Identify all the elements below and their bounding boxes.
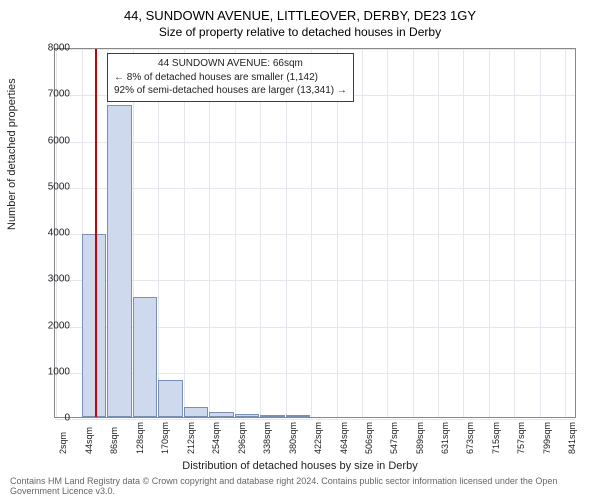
xtick-label: 2sqm: [58, 432, 68, 454]
gridline-v: [540, 49, 541, 417]
plot-area: 44 SUNDOWN AVENUE: 66sqm← 8% of detached…: [54, 48, 576, 418]
chart-area: 44 SUNDOWN AVENUE: 66sqm← 8% of detached…: [54, 48, 576, 418]
xtick-label: 296sqm: [237, 422, 247, 454]
xtick-label: 506sqm: [364, 422, 374, 454]
x-axis-label: Distribution of detached houses by size …: [0, 460, 600, 472]
histogram-bar: [158, 380, 182, 417]
footer-attribution: Contains HM Land Registry data © Crown c…: [10, 476, 600, 496]
y-axis-label: Number of detached properties: [6, 78, 18, 230]
gridline-v: [337, 49, 338, 417]
histogram-bar: [184, 407, 208, 417]
gridline-v: [514, 49, 515, 417]
gridline-v: [438, 49, 439, 417]
xtick-label: 547sqm: [389, 422, 399, 454]
ytick-label: 1000: [48, 366, 70, 377]
xtick-label: 631sqm: [440, 422, 450, 454]
xtick-label: 254sqm: [211, 422, 221, 454]
xtick-label: 757sqm: [516, 422, 526, 454]
ytick-label: 0: [64, 413, 70, 424]
xtick-label: 464sqm: [339, 422, 349, 454]
histogram-bar: [107, 105, 131, 417]
gridline-v: [311, 49, 312, 417]
ytick-label: 3000: [48, 274, 70, 285]
chart-title-sub: Size of property relative to detached ho…: [0, 23, 600, 39]
xtick-label: 44sqm: [84, 427, 94, 454]
xtick-label: 128sqm: [135, 422, 145, 454]
chart-title-main: 44, SUNDOWN AVENUE, LITTLEOVER, DERBY, D…: [0, 0, 600, 23]
xtick-label: 589sqm: [415, 422, 425, 454]
histogram-bar: [260, 415, 284, 417]
xtick-label: 841sqm: [567, 422, 577, 454]
gridline-v: [286, 49, 287, 417]
xtick-label: 799sqm: [542, 422, 552, 454]
ytick-label: 4000: [48, 228, 70, 239]
ytick-label: 7000: [48, 89, 70, 100]
histogram-bar: [133, 297, 157, 417]
xtick-label: 86sqm: [109, 427, 119, 454]
gridline-v: [209, 49, 210, 417]
annotation-line: 44 SUNDOWN AVENUE: 66sqm: [114, 57, 347, 71]
gridline-v: [362, 49, 363, 417]
histogram-bar: [235, 414, 259, 417]
gridline-v: [463, 49, 464, 417]
annotation-box: 44 SUNDOWN AVENUE: 66sqm← 8% of detached…: [107, 53, 354, 102]
gridline-v: [184, 49, 185, 417]
ytick-label: 6000: [48, 135, 70, 146]
histogram-bar: [286, 415, 310, 417]
gridline-v: [387, 49, 388, 417]
xtick-label: 673sqm: [465, 422, 475, 454]
histogram-bar: [209, 412, 233, 417]
ytick-label: 8000: [48, 43, 70, 54]
xtick-label: 380sqm: [288, 422, 298, 454]
gridline-h: [55, 419, 575, 420]
xtick-label: 212sqm: [186, 422, 196, 454]
annotation-line: 92% of semi-detached houses are larger (…: [114, 84, 347, 98]
xtick-label: 170sqm: [160, 422, 170, 454]
gridline-v: [489, 49, 490, 417]
property-marker-line: [95, 49, 97, 417]
histogram-bar: [82, 234, 106, 417]
xtick-label: 422sqm: [313, 422, 323, 454]
gridline-v: [260, 49, 261, 417]
gridline-v: [158, 49, 159, 417]
xtick-label: 338sqm: [262, 422, 272, 454]
gridline-v: [235, 49, 236, 417]
gridline-v: [565, 49, 566, 417]
ytick-label: 2000: [48, 320, 70, 331]
annotation-line: ← 8% of detached houses are smaller (1,1…: [114, 71, 347, 85]
gridline-v: [413, 49, 414, 417]
ytick-label: 5000: [48, 181, 70, 192]
xtick-label: 715sqm: [491, 422, 501, 454]
